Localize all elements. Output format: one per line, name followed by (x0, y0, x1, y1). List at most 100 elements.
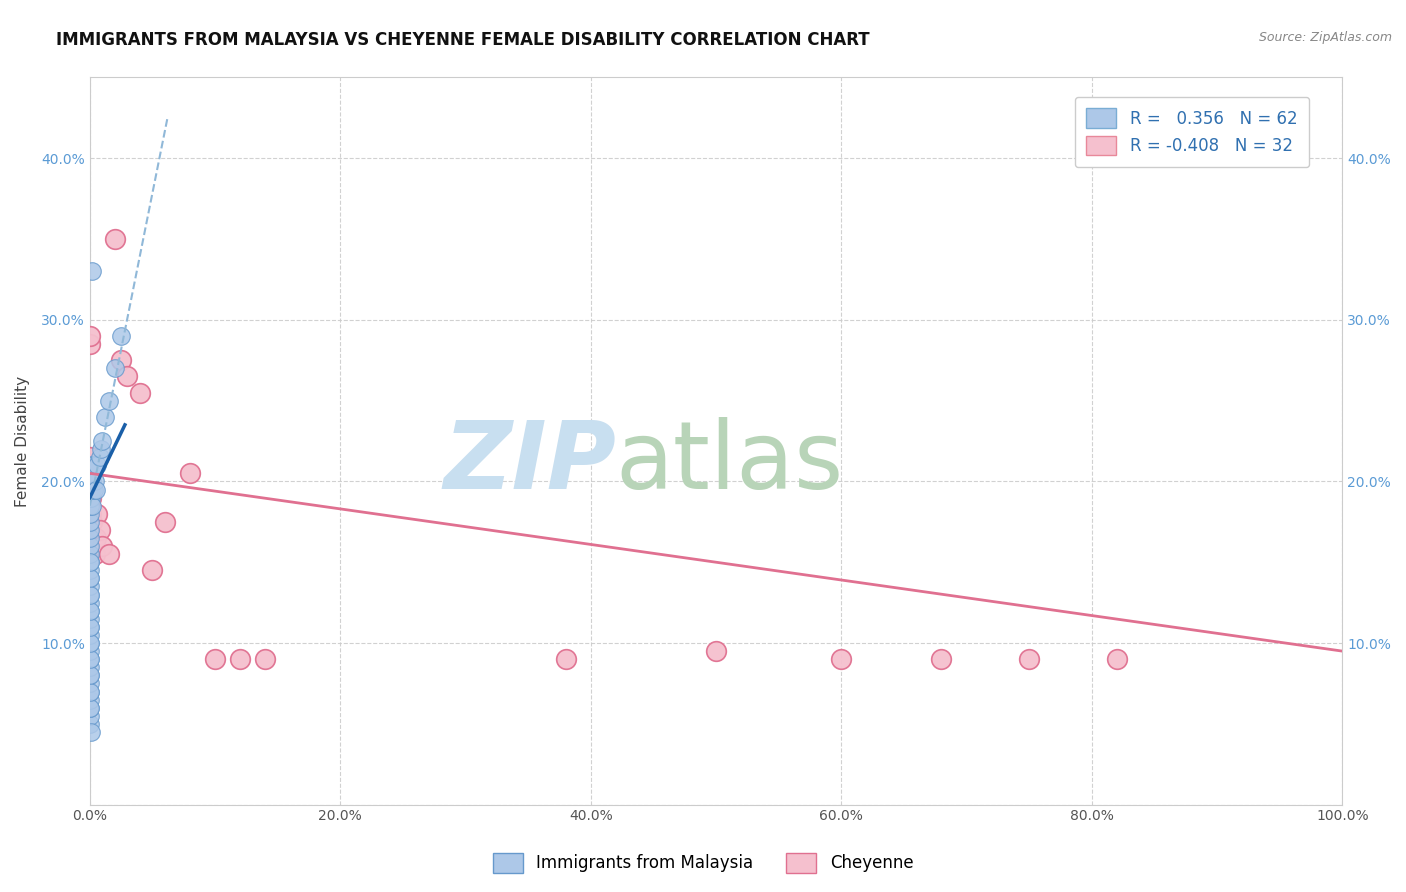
Point (79, 329, 101, 343)
Point (704, 644, 727, 658)
Point (80, 507, 103, 521)
Point (80, 491, 103, 505)
Point (79, 692, 101, 706)
Point (79, 708, 101, 723)
Point (79, 620, 101, 634)
Text: atlas: atlas (616, 417, 844, 508)
Point (79, 475, 101, 489)
Point (80, 458, 103, 473)
Text: Source: ZipAtlas.com: Source: ZipAtlas.com (1258, 31, 1392, 45)
Point (830, 652, 852, 666)
Point (79, 483, 101, 497)
Point (79, 458, 101, 473)
Point (86, 458, 108, 473)
Legend: Immigrants from Malaysia, Cheyenne: Immigrants from Malaysia, Cheyenne (486, 847, 920, 880)
Point (79, 652, 101, 666)
Point (91, 434, 114, 448)
Point (204, 652, 226, 666)
Point (80, 483, 103, 497)
Point (79, 450, 101, 465)
Point (79, 644, 101, 658)
Point (80, 475, 103, 489)
Point (82, 515, 104, 529)
Text: ZIP: ZIP (443, 417, 616, 508)
Point (79, 539, 101, 553)
Point (82, 475, 104, 489)
Point (79, 596, 101, 610)
Point (229, 652, 252, 666)
Point (79, 620, 101, 634)
Point (90, 442, 112, 456)
Point (117, 369, 139, 384)
Point (82, 483, 104, 497)
Point (79, 507, 101, 521)
Point (79, 523, 101, 537)
Point (79, 628, 101, 642)
Point (80, 491, 103, 505)
Point (79, 684, 101, 698)
Text: IMMIGRANTS FROM MALAYSIA VS CHEYENNE FEMALE DISABILITY CORRELATION CHART: IMMIGRANTS FROM MALAYSIA VS CHEYENNE FEM… (56, 31, 870, 49)
Point (97, 547, 120, 561)
Point (79, 483, 101, 497)
Point (97, 393, 120, 408)
Point (79, 491, 101, 505)
Point (79, 579, 101, 593)
Point (79, 660, 101, 674)
Point (104, 361, 127, 376)
Point (153, 515, 176, 529)
Point (91, 539, 114, 553)
Point (79, 499, 101, 513)
Point (79, 563, 101, 577)
Point (82, 264, 104, 278)
Point (110, 353, 132, 368)
Point (1018, 652, 1040, 666)
Point (79, 588, 101, 602)
Point (79, 604, 101, 618)
Point (554, 652, 576, 666)
Point (79, 684, 101, 698)
Point (79, 668, 101, 682)
Point (83, 531, 105, 545)
Point (79, 531, 101, 545)
Point (79, 547, 101, 561)
Y-axis label: Female Disability: Female Disability (15, 376, 30, 507)
Point (79, 612, 101, 626)
Point (83, 458, 105, 473)
Point (94, 409, 117, 424)
Point (79, 636, 101, 650)
Point (1105, 652, 1128, 666)
Point (89, 450, 111, 465)
Point (83, 547, 105, 561)
Point (80, 467, 103, 481)
Point (80, 725, 103, 739)
Point (79, 668, 101, 682)
Point (79, 700, 101, 714)
Point (84, 483, 107, 497)
Point (79, 676, 101, 690)
Point (83, 483, 105, 497)
Point (84, 531, 107, 545)
Legend: R =   0.356   N = 62, R = -0.408   N = 32: R = 0.356 N = 62, R = -0.408 N = 32 (1074, 96, 1309, 167)
Point (86, 507, 108, 521)
Point (79, 604, 101, 618)
Point (129, 385, 152, 400)
Point (79, 636, 101, 650)
Point (254, 652, 277, 666)
Point (79, 700, 101, 714)
Point (89, 523, 111, 537)
Point (79, 571, 101, 585)
Point (79, 571, 101, 585)
Point (79, 555, 101, 569)
Point (104, 232, 127, 246)
Point (79, 652, 101, 666)
Point (141, 563, 163, 577)
Point (79, 716, 101, 731)
Point (79, 588, 101, 602)
Point (79, 337, 101, 351)
Point (931, 652, 953, 666)
Point (82, 499, 104, 513)
Point (110, 329, 132, 343)
Point (179, 467, 201, 481)
Point (79, 555, 101, 569)
Point (79, 515, 101, 529)
